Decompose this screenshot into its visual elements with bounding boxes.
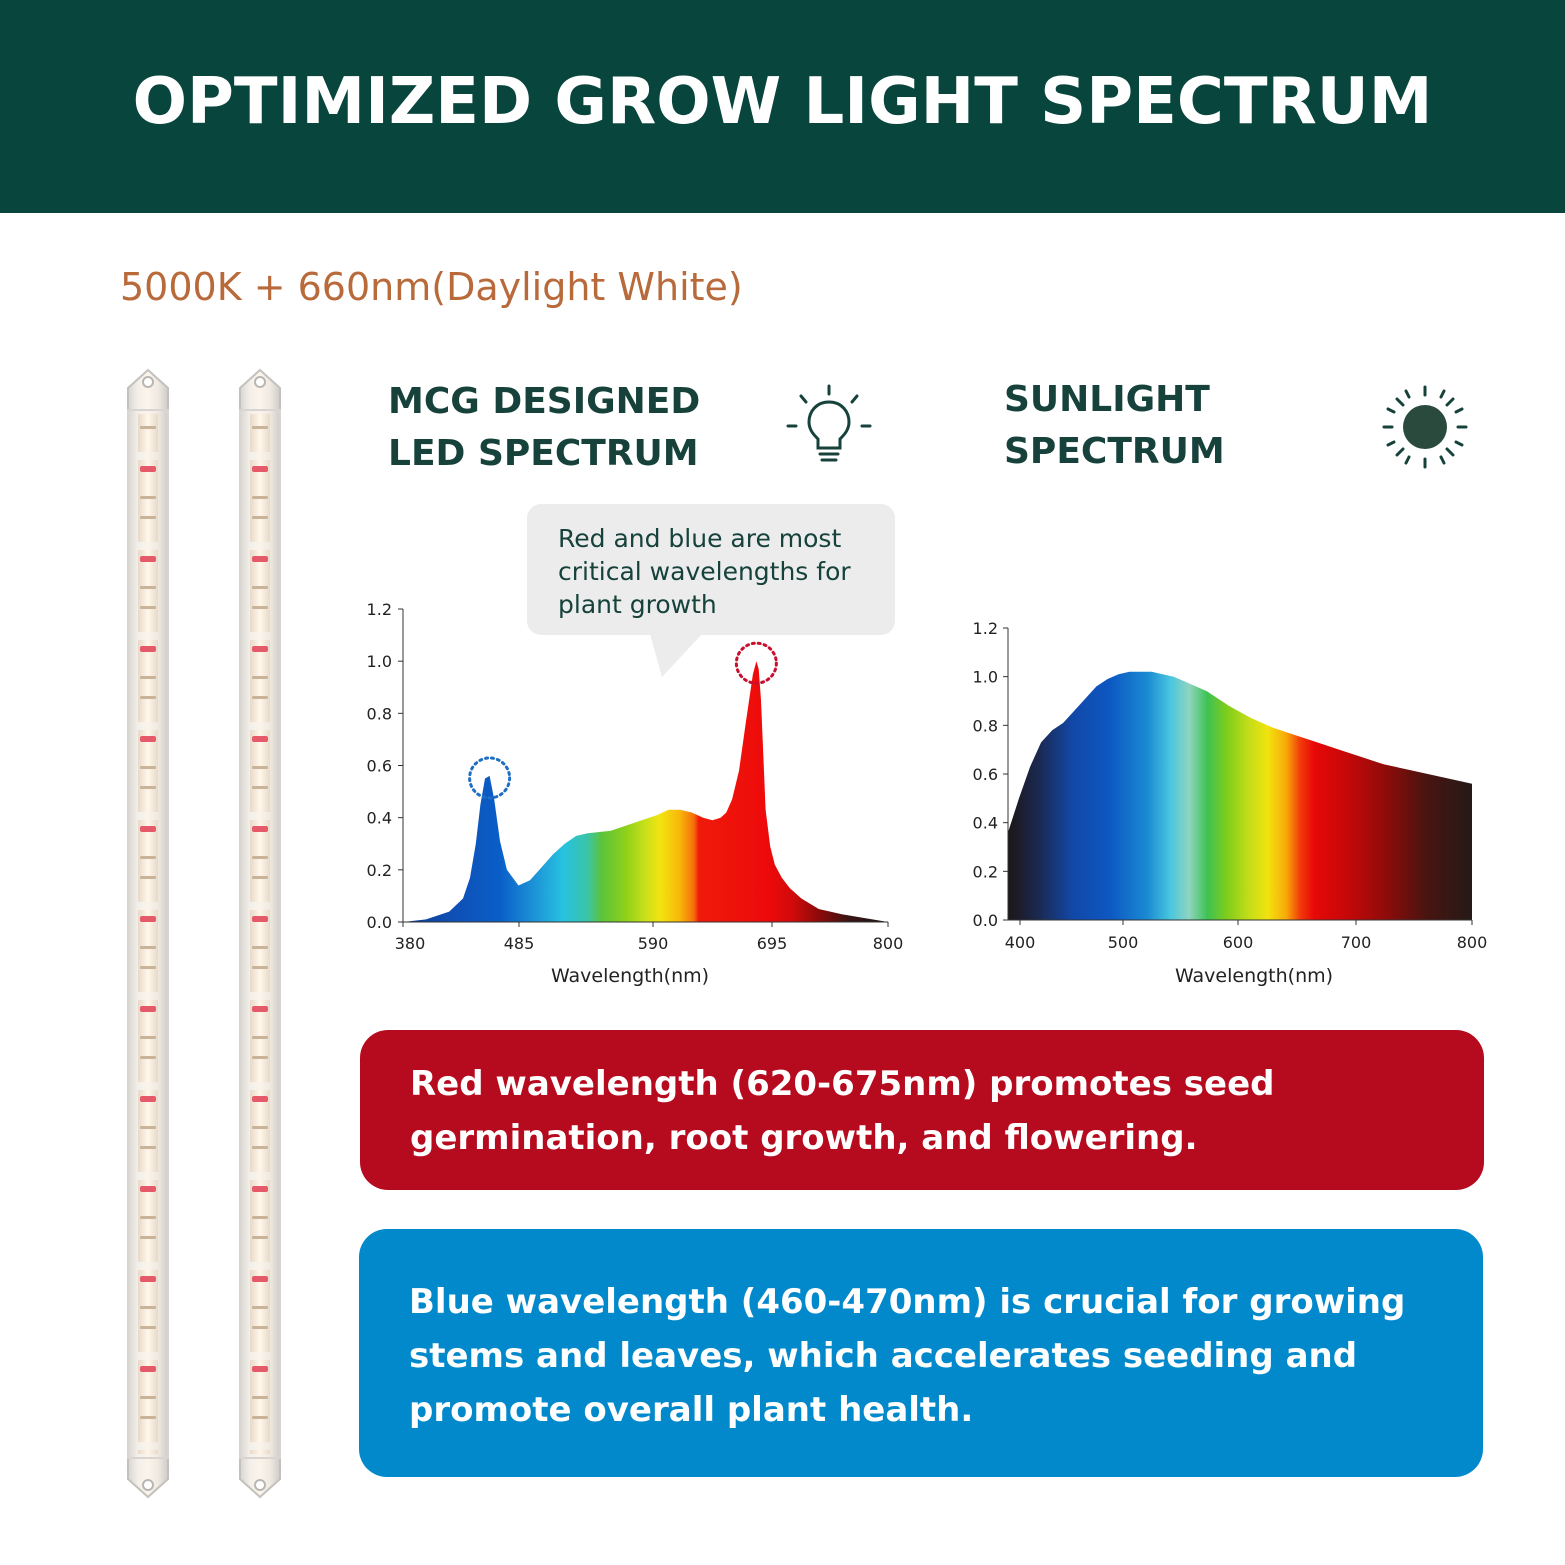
led-x-tick-label: 485 <box>504 934 535 953</box>
led-spectrum-area <box>403 661 888 922</box>
page-title: OPTIMIZED GROW LIGHT SPECTRUM <box>132 64 1433 139</box>
sun-x-tick-label: 800 <box>1457 933 1488 952</box>
sun-y-tick-label: 0.8 <box>973 716 998 735</box>
callout-bubble: Red and blue are most critical wavelengt… <box>527 504 895 635</box>
led-y-tick-label: 0.4 <box>367 809 392 828</box>
red-wavelength-info-box: Red wavelength (620-675nm) promotes seed… <box>360 1030 1484 1190</box>
led-x-tick-label: 800 <box>873 934 904 953</box>
sun-y-tick-label: 0.0 <box>973 911 998 930</box>
sun-spectrum-area <box>1008 671 1472 920</box>
led-tube-image-left <box>127 368 169 1499</box>
sun-x-tick-label: 400 <box>1005 933 1036 952</box>
sun-x-tick-label: 700 <box>1341 933 1372 952</box>
blue-wavelength-text: Blue wavelength (460-470nm) is crucial f… <box>409 1282 1406 1430</box>
sun-title-line1: SUNLIGHT <box>1004 379 1210 420</box>
light-bulb-icon <box>786 384 872 462</box>
blue-peak-marker <box>468 756 512 800</box>
led-x-tick-label: 695 <box>757 934 788 953</box>
sun-y-tick-label: 0.6 <box>973 765 998 784</box>
sun-x-tick-label: 500 <box>1108 933 1139 952</box>
led-x-axis-label: Wavelength(nm) <box>551 965 709 987</box>
led-y-tick-label: 0.0 <box>367 913 392 932</box>
sun-icon <box>1382 385 1468 469</box>
red-peak-marker <box>734 641 778 685</box>
led-title-line2: LED SPECTRUM <box>388 433 699 474</box>
led-y-tick-label: 0.6 <box>367 757 392 776</box>
led-title-line1: MCG DESIGNED <box>388 381 701 422</box>
led-x-tick-label: 380 <box>395 934 426 953</box>
sun-y-tick-label: 0.2 <box>973 862 998 881</box>
blue-wavelength-info-box: Blue wavelength (460-470nm) is crucial f… <box>359 1229 1483 1477</box>
sun-x-tick-label: 600 <box>1223 933 1254 952</box>
sun-x-axis-label: Wavelength(nm) <box>1175 965 1333 987</box>
led-y-tick-label: 0.2 <box>367 861 392 880</box>
led-y-tick-label: 1.0 <box>367 652 392 671</box>
header-banner: OPTIMIZED GROW LIGHT SPECTRUM <box>0 0 1565 213</box>
led-x-tick-label: 590 <box>638 934 669 953</box>
sun-y-tick-label: 0.4 <box>973 814 998 833</box>
product-subtitle: 5000K + 660nm(Daylight White) <box>120 265 743 309</box>
sun-title-line2: SPECTRUM <box>1004 431 1225 472</box>
red-wavelength-text: Red wavelength (620-675nm) promotes seed… <box>410 1064 1275 1158</box>
led-y-tick-label: 0.8 <box>367 704 392 723</box>
led-tube-image-right <box>239 368 281 1499</box>
sunlight-spectrum-title: SUNLIGHT SPECTRUM <box>1004 374 1225 478</box>
sun-y-tick-label: 1.2 <box>973 619 998 638</box>
led-spectrum-title: MCG DESIGNED LED SPECTRUM <box>388 376 700 480</box>
callout-text: Red and blue are most critical wavelengt… <box>558 524 851 619</box>
sun-y-tick-label: 1.0 <box>973 668 998 687</box>
led-y-tick-label: 1.2 <box>367 600 392 619</box>
sunlight-spectrum-chart: 1.2 1.0 0.8 0.6 0.4 0.2 0.0 400 500 600 700 800 Wave… <box>973 619 1488 987</box>
